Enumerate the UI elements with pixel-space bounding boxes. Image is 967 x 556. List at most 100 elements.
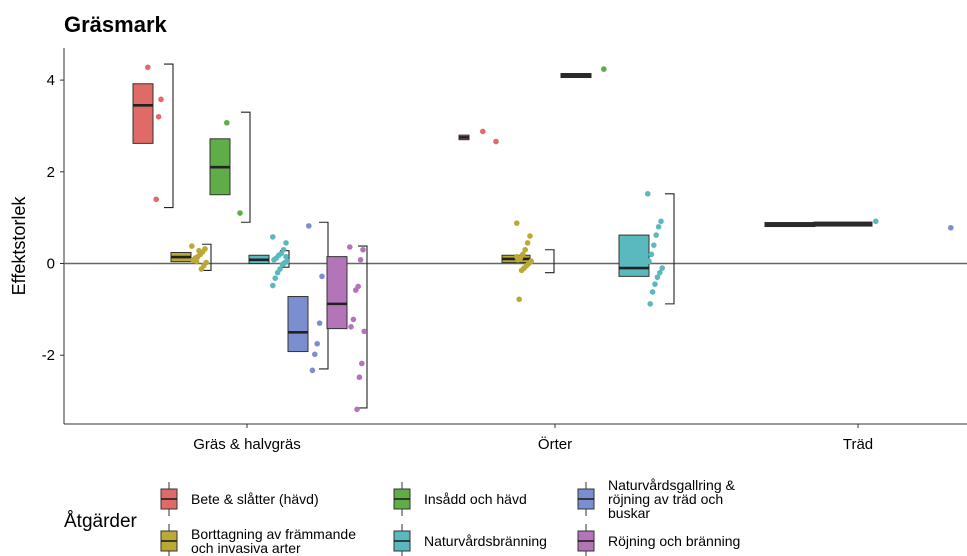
box-group-insadd (209, 111, 251, 223)
data-point (270, 234, 276, 240)
median-line (764, 222, 816, 228)
legend-label: Naturvårdsbränning (424, 533, 547, 549)
legend: Åtgärder Bete & slåtter (hävd) Borttagning… (64, 477, 740, 556)
x-axis-labels: Gräs & halvgräs Örter Träd (193, 435, 873, 453)
data-point (654, 274, 661, 281)
data-point (873, 218, 879, 225)
data-point (312, 351, 318, 358)
data-point (648, 251, 655, 258)
box-group-gallring (287, 221, 329, 374)
legend-label: Naturvårdsgallring & (608, 477, 735, 493)
data-point (646, 258, 652, 265)
data-point (145, 64, 151, 71)
data-point (356, 374, 363, 381)
data-point (601, 66, 607, 72)
box-group-bete (458, 128, 499, 145)
legend-label: Borttagning av främmande (191, 526, 356, 542)
data-point (158, 96, 164, 103)
axes (60, 48, 967, 428)
data-point (493, 138, 499, 145)
box (287, 296, 309, 353)
data-point (514, 220, 520, 226)
box-group-insadd (560, 66, 607, 79)
data-point (314, 340, 321, 347)
data-point (516, 296, 522, 303)
whisker (358, 245, 368, 409)
x-tick-label: Örter (538, 435, 572, 453)
data-point (316, 320, 323, 326)
data-point (360, 246, 366, 253)
y-tick-label: -2 (42, 347, 55, 364)
box (326, 256, 348, 330)
data-point (198, 266, 205, 272)
data-point (319, 273, 325, 280)
legend-item-rojning: Röjning och bränning (577, 524, 740, 556)
y-axis-labels: -2 0 2 4 (42, 72, 55, 364)
data-point (527, 233, 533, 239)
y-tick-label: 4 (47, 72, 55, 89)
data-point (522, 246, 528, 253)
data-point (237, 210, 243, 216)
data-point (649, 289, 656, 295)
data-point (653, 232, 659, 238)
data-point (652, 281, 658, 287)
data-point (306, 223, 312, 229)
y-axis-title: Effektstorlek (9, 196, 29, 296)
data-point (518, 267, 525, 274)
data-point (651, 242, 657, 248)
data-point (224, 119, 230, 126)
data-point (283, 240, 289, 246)
y-tick-label: 2 (47, 164, 55, 181)
data-point (659, 265, 665, 271)
data-point (274, 269, 281, 276)
box-group-borttagning (170, 243, 212, 272)
data-point (283, 253, 289, 260)
data-point (480, 128, 486, 135)
box-group-naturvardsbranning (248, 234, 291, 289)
whisker (241, 111, 251, 223)
data-point (657, 269, 663, 276)
data-point (270, 282, 276, 289)
box (132, 83, 154, 144)
box-group-rojning (326, 244, 368, 413)
data-point (948, 224, 954, 231)
whisker (545, 249, 555, 274)
box-group-borttagning (501, 220, 555, 303)
box-group-naturvardsbranning (618, 191, 675, 307)
data-point (155, 113, 162, 120)
data-point (353, 287, 359, 293)
data-point (514, 253, 520, 260)
median-line (560, 73, 592, 79)
data-point (153, 196, 159, 203)
data-point (189, 243, 195, 249)
legend-label: röjning av träd och (608, 491, 723, 507)
data-point (348, 323, 354, 330)
data-point (309, 367, 316, 374)
data-point (193, 258, 200, 265)
data-point (655, 224, 662, 230)
x-tick-label: Träd (843, 436, 873, 453)
whisker (202, 243, 212, 271)
data-point (350, 316, 357, 323)
legend-label: buskar (608, 505, 650, 521)
box-group-tree_extra (813, 218, 879, 227)
box-group-bete (132, 63, 174, 209)
data-point (658, 218, 664, 225)
legend-item-insadd: Insådd och hävd (393, 482, 527, 516)
legend-label: och invasiva arter (191, 540, 301, 556)
median-line (813, 221, 873, 227)
whisker (164, 63, 174, 209)
data-point (524, 240, 531, 246)
box (618, 234, 650, 277)
data-point (361, 328, 368, 335)
y-tick-label: 0 (47, 256, 55, 273)
legend-item-naturvardsbranning: Naturvårdsbränning (393, 524, 547, 556)
data-point (357, 257, 364, 263)
legend-label: Bete & slåtter (hävd) (191, 491, 319, 507)
data-point (647, 301, 653, 307)
data-point (271, 257, 277, 263)
legend-label: Insådd och hävd (424, 491, 527, 507)
legend-label: Röjning och bränning (608, 533, 740, 549)
whisker (665, 193, 675, 305)
